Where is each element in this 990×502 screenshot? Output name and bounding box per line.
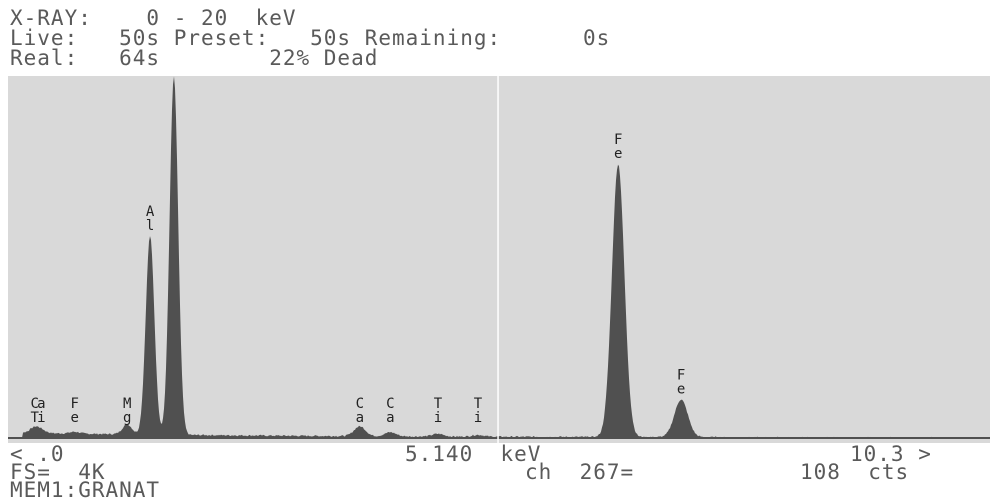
spectrum-plot[interactable]: CTaiFeMgAlSiCaCaTiTiFeFe	[8, 76, 990, 443]
cursor-counts: 108 cts	[800, 460, 910, 484]
header-real-time: Real: 64s 22% Dead	[10, 46, 379, 70]
memory-label: MEM1:GRANAT	[10, 478, 161, 502]
full-scale: FS= 4K	[10, 460, 106, 484]
cursor-energy: 5.140 keV	[405, 442, 542, 466]
range-start[interactable]: < .0	[10, 442, 65, 466]
header-range: X-RAY: 0 - 20 keV	[10, 6, 297, 30]
header-live-time: Live: 50s Preset: 50s Remaining: 0s	[10, 26, 611, 50]
cursor-channel: ch 267=	[525, 460, 635, 484]
range-end[interactable]: 10.3 >	[850, 442, 932, 466]
